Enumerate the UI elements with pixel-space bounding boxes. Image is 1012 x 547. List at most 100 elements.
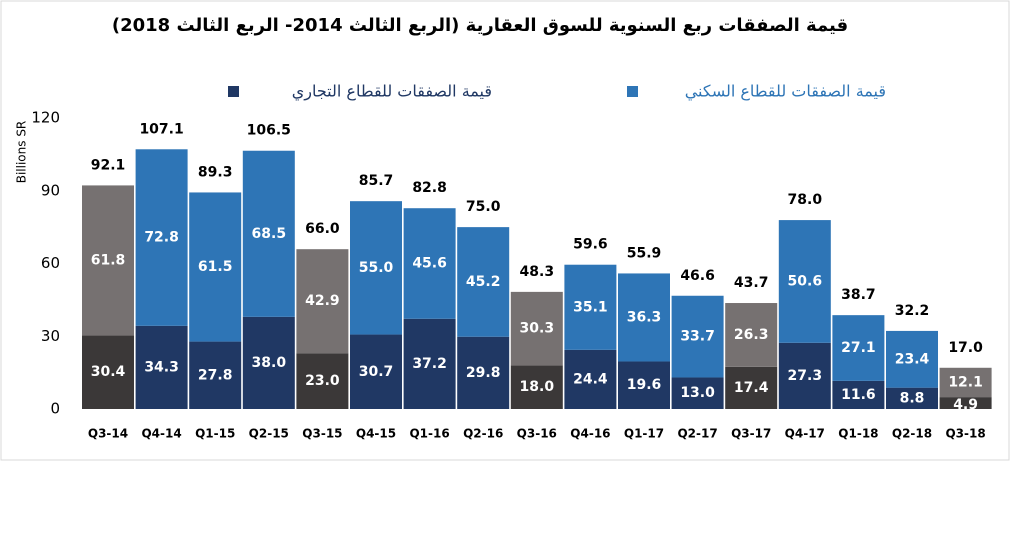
x-tick-label: Q3-14 — [88, 427, 128, 441]
bar-segment — [350, 201, 402, 335]
bar-segment — [939, 397, 992, 409]
total-label: 46.6 — [680, 268, 715, 284]
segment-label: 55.0 — [359, 260, 394, 276]
bar-segment — [296, 353, 349, 409]
segment-label: 23.4 — [895, 351, 930, 367]
bar-segment — [135, 149, 188, 326]
x-tick-label: Q4-15 — [356, 427, 396, 441]
bar-segment — [242, 316, 295, 409]
bar-segment — [403, 208, 456, 319]
total-label: 82.8 — [412, 180, 447, 196]
segment-label: 27.1 — [841, 340, 876, 356]
bar-segment — [671, 295, 724, 378]
segment-label: 30.7 — [359, 364, 394, 380]
total-label: 32.2 — [895, 303, 930, 319]
segment-label: 29.8 — [466, 365, 501, 381]
total-label: 107.1 — [139, 121, 183, 137]
legend-swatch — [627, 86, 638, 97]
bar-segment — [725, 366, 778, 409]
bar-segment — [82, 185, 134, 336]
segment-label: 61.5 — [198, 259, 233, 275]
x-tick-label: Q2-16 — [463, 427, 503, 441]
total-label: 106.5 — [247, 123, 291, 139]
segment-label: 12.1 — [948, 374, 983, 390]
x-tick-label: Q3-15 — [302, 427, 342, 441]
bar-segment — [189, 341, 242, 409]
total-label: 92.1 — [91, 158, 126, 174]
x-tick-label: Q4-14 — [141, 427, 181, 441]
bar-segment — [510, 365, 563, 409]
segment-label: 33.7 — [680, 329, 715, 345]
total-label: 43.7 — [734, 275, 769, 291]
legend-label: قيمة الصفقات للقطاع السكني — [685, 82, 886, 102]
x-tick-label: Q3-16 — [517, 427, 557, 441]
segment-label: 18.0 — [520, 379, 555, 395]
total-label: 89.3 — [198, 164, 233, 180]
bar-segment — [778, 220, 831, 343]
segment-label: 50.6 — [788, 273, 823, 289]
x-tick-label: Q1-18 — [838, 427, 878, 441]
total-label: 75.0 — [466, 199, 501, 215]
segment-label: 27.3 — [788, 368, 823, 384]
x-tick-label: Q3-18 — [945, 427, 985, 441]
total-label: 17.0 — [948, 340, 983, 356]
bar-segment — [403, 318, 456, 409]
x-tick-label: Q2-18 — [892, 427, 932, 441]
segment-label: 30.4 — [91, 364, 126, 380]
segment-label: 35.1 — [573, 299, 608, 315]
total-label: 55.9 — [627, 245, 662, 261]
segment-label: 45.6 — [412, 256, 447, 272]
bar-segment — [886, 387, 938, 409]
x-tick-label: Q2-17 — [677, 427, 717, 441]
segment-label: 36.3 — [627, 309, 662, 325]
total-label: 66.0 — [305, 221, 340, 237]
bar-segment — [618, 273, 670, 362]
bar-segment — [564, 264, 617, 350]
bar-segment — [939, 367, 992, 398]
y-tick-label: 0 — [50, 400, 60, 418]
total-label: 59.6 — [573, 236, 608, 252]
segment-label: 37.2 — [412, 356, 447, 372]
total-label: 78.0 — [788, 192, 823, 208]
x-tick-label: Q1-17 — [624, 427, 664, 441]
bar-segment — [189, 192, 242, 342]
segment-label: 27.8 — [198, 367, 233, 383]
y-tick-label: 90 — [41, 181, 60, 199]
segment-label: 4.9 — [953, 397, 978, 413]
y-tick-label: 60 — [41, 254, 60, 272]
total-label: 48.3 — [520, 264, 555, 280]
x-tick-label: Q1-15 — [195, 427, 235, 441]
segment-label: 30.3 — [520, 321, 555, 337]
bar-segment — [778, 342, 831, 409]
segment-label: 45.2 — [466, 274, 501, 290]
x-tick-label: Q4-16 — [570, 427, 610, 441]
bar-segment — [564, 349, 617, 409]
legend-label: قيمة الصفقات للقطاع التجاري — [292, 82, 492, 102]
segment-label: 17.4 — [734, 380, 769, 396]
bar-segment — [725, 303, 778, 367]
total-label: 85.7 — [359, 173, 394, 189]
total-label: 38.7 — [841, 287, 876, 303]
bar-segment — [135, 325, 188, 409]
segment-label: 61.8 — [91, 252, 126, 268]
segment-label: 38.0 — [252, 355, 287, 371]
bar-segment — [510, 291, 563, 366]
segment-label: 8.8 — [900, 390, 925, 406]
segment-label: 34.3 — [144, 359, 179, 375]
legend-swatch — [228, 86, 239, 97]
bar-segment — [82, 335, 134, 409]
bar-segment — [296, 249, 349, 354]
x-tick-label: Q2-15 — [249, 427, 289, 441]
segment-label: 26.3 — [734, 327, 769, 343]
x-tick-label: Q1-16 — [409, 427, 449, 441]
segment-label: 24.4 — [573, 371, 608, 387]
x-tick-label: Q3-17 — [731, 427, 771, 441]
y-axis-title: Billions SR — [15, 121, 29, 184]
bar-segment — [671, 377, 724, 409]
bar-segment — [457, 336, 510, 409]
bar-segment — [457, 227, 510, 337]
bar-segment — [832, 315, 885, 381]
bar-segment — [886, 330, 938, 388]
